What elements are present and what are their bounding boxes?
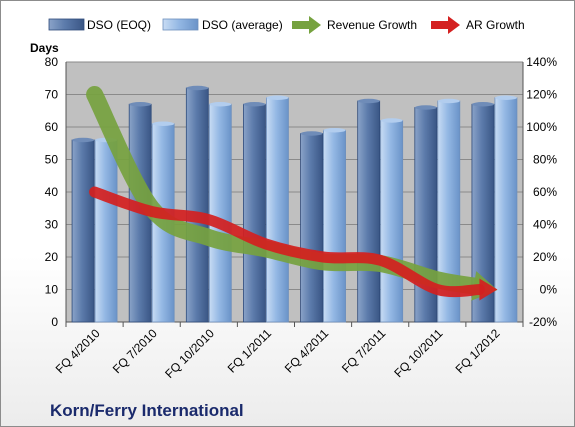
bar-dso-average-top <box>152 121 175 126</box>
bar-dso-average <box>323 129 346 323</box>
left-axis-ticks: 0 10 20 30 40 50 60 70 80 <box>45 55 59 329</box>
bar-dso-average-top <box>437 98 460 104</box>
left-tick-label: 0 <box>51 315 58 329</box>
legend-label-ar-growth: AR Growth <box>466 18 525 32</box>
bar-dso-eoq-top <box>471 102 494 107</box>
legend-swatch-dso-eoq <box>48 18 85 31</box>
bar-dso-eoq-top <box>243 102 266 107</box>
legend: DSO (EOQ) DSO (average) Revenue Growth A… <box>48 16 525 34</box>
legend-label-dso-average: DSO (average) <box>202 18 283 32</box>
bar-dso-eoq-top <box>129 102 152 107</box>
bar-dso-eoq-top <box>186 85 209 91</box>
left-tick-label: 80 <box>45 55 59 69</box>
bar-dso-average-top <box>266 95 289 100</box>
x-tick-label: FQ 10/2010 <box>162 326 217 381</box>
legend-label-dso-eoq: DSO (EOQ) <box>87 18 151 32</box>
x-tick-label: FQ 7/2011 <box>339 326 389 376</box>
growth-lines <box>86 86 498 301</box>
left-tick-label: 70 <box>45 88 59 102</box>
legend-item-revenue-growth: Revenue Growth <box>292 16 417 34</box>
right-tick-label: 20% <box>533 250 557 264</box>
bars <box>71 85 518 323</box>
bar-dso-average-top <box>323 128 346 133</box>
right-tick-label: 40% <box>533 218 557 232</box>
legend-item-dso-average: DSO (average) <box>162 18 283 32</box>
right-tick-label: 0% <box>540 283 558 297</box>
right-tick-label: 120% <box>526 88 557 102</box>
left-tick-label: 50 <box>45 153 59 167</box>
legend-item-dso-eoq: DSO (EOQ) <box>48 18 151 32</box>
right-tick-label: 140% <box>526 55 557 69</box>
left-tick-label: 60 <box>45 120 59 134</box>
bar-dso-average-top <box>209 102 232 107</box>
bar-dso-eoq <box>300 133 323 323</box>
bar-dso-eoq <box>243 103 266 323</box>
company-title: Korn/Ferry International <box>50 401 244 420</box>
x-tick-label: FQ 10/2011 <box>391 326 445 380</box>
legend-label-revenue-growth: Revenue Growth <box>327 18 417 32</box>
legend-arrow-revenue-growth <box>292 16 321 34</box>
ar-growth-arrowhead <box>479 278 498 301</box>
x-axis-ticks: FQ 4/2010 FQ 7/2010 FQ 10/2010 FQ 1/2011 FQ … <box>53 326 503 381</box>
bar-dso-average <box>380 120 404 323</box>
x-tick-label: FQ 7/2010 <box>110 326 160 376</box>
legend-swatch-dso-average <box>162 18 199 31</box>
bar-dso-eoq <box>357 100 381 323</box>
bar-dso-eoq <box>71 139 95 323</box>
bar-dso-average <box>266 97 289 323</box>
bar-dso-eoq-top <box>414 105 437 110</box>
right-tick-label: 60% <box>533 185 557 199</box>
bar-dso-eoq-top <box>300 131 323 136</box>
legend-arrow-ar-growth <box>431 16 460 34</box>
bar-dso-eoq-top <box>72 137 95 143</box>
left-axis-title: Days <box>30 41 59 55</box>
right-tick-label: 100% <box>526 120 557 134</box>
legend-item-ar-growth: AR Growth <box>431 16 525 34</box>
bar-dso-average <box>208 103 232 323</box>
bar-dso-average-top <box>380 118 403 123</box>
bar-dso-eoq-top <box>357 98 380 104</box>
x-tick-label: FQ 4/2010 <box>53 326 103 376</box>
left-tick-label: 40 <box>45 185 59 199</box>
ar-growth-line <box>89 186 485 298</box>
bar-dso-average-top <box>494 95 517 100</box>
bar-dso-eoq <box>185 87 209 323</box>
right-tick-label: 80% <box>533 153 557 167</box>
x-tick-label: FQ 1/2012 <box>453 326 503 376</box>
left-tick-label: 30 <box>45 218 59 232</box>
x-tick-label: FQ 4/2011 <box>282 326 332 376</box>
left-tick-label: 10 <box>45 283 59 297</box>
bar-dso-average <box>94 139 118 323</box>
bar-dso-average <box>494 97 518 323</box>
x-tick-label: FQ 1/2011 <box>225 326 275 376</box>
right-axis-ticks: -20% 0% 20% 40% 60% 80% 100% 120% 140% <box>526 55 557 329</box>
right-tick-label: -20% <box>529 315 557 329</box>
left-tick-label: 20 <box>45 250 59 264</box>
